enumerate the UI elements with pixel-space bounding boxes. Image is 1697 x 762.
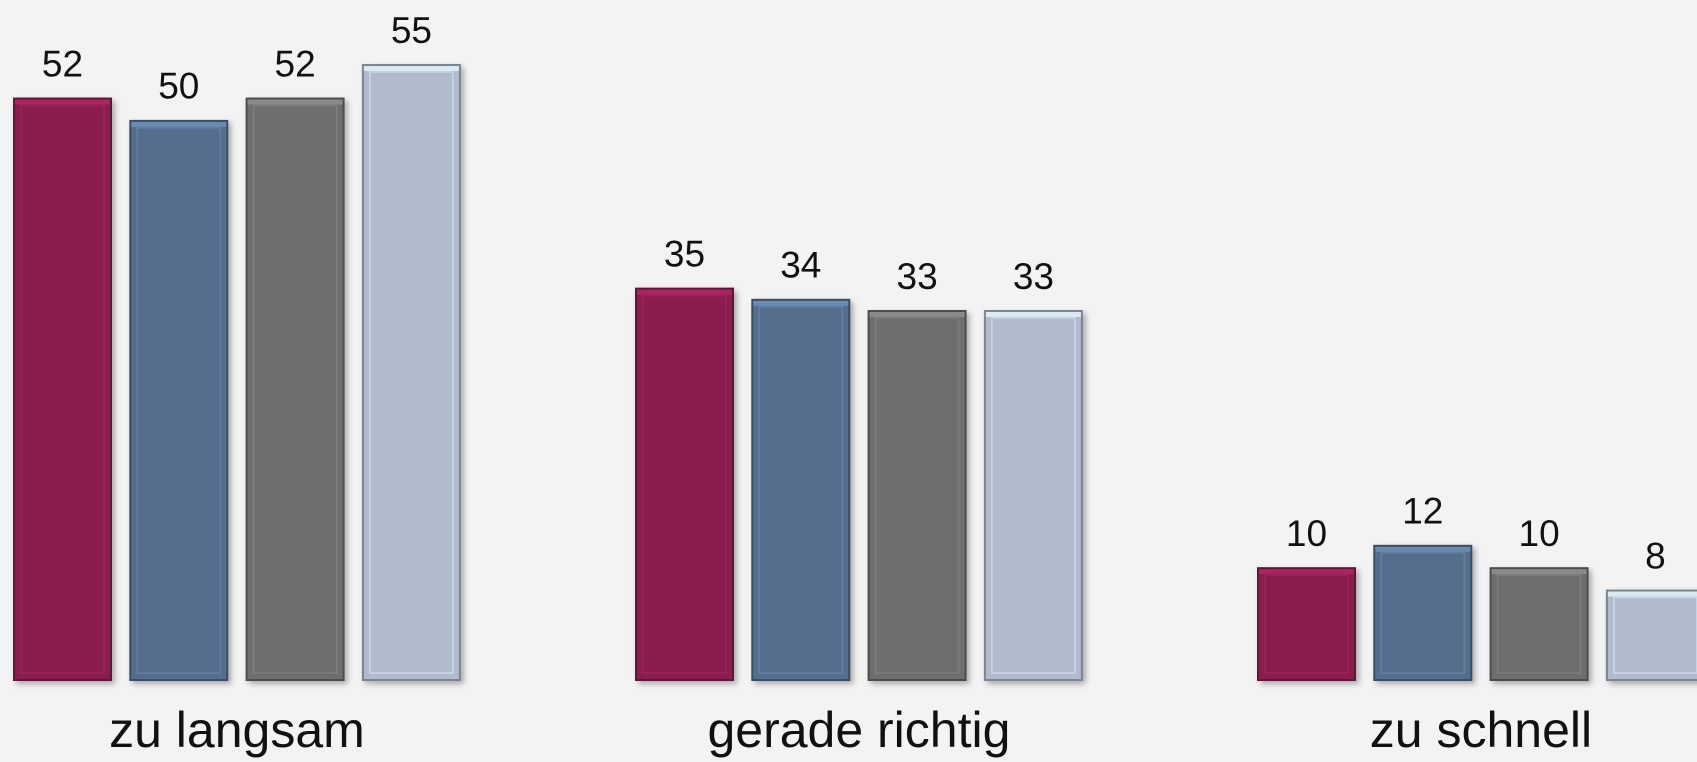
value-label: 12 — [1402, 491, 1443, 532]
bar-bevel — [991, 317, 1076, 674]
value-label: 10 — [1286, 513, 1327, 554]
bar-bevel — [874, 317, 960, 674]
category-label: zu langsam — [109, 702, 365, 758]
bar — [129, 119, 229, 681]
value-label: 55 — [391, 10, 432, 51]
value-label: 34 — [780, 245, 821, 286]
bar-highlight — [1607, 591, 1697, 597]
bar — [13, 97, 112, 681]
bar-highlight — [1375, 546, 1471, 552]
value-label: 8 — [1645, 535, 1666, 576]
value-label: 10 — [1519, 513, 1560, 554]
bar-highlight — [131, 121, 227, 127]
value-label: 33 — [1013, 256, 1054, 297]
value-label: 35 — [664, 233, 705, 274]
bar-highlight — [1491, 569, 1587, 575]
bar-bevel — [1380, 552, 1466, 674]
bar — [361, 64, 461, 681]
bar-bevel — [758, 306, 844, 674]
bar — [1373, 544, 1473, 681]
bar-highlight — [15, 99, 110, 105]
bar — [1489, 567, 1589, 682]
bar-highlight — [985, 312, 1081, 317]
value-label: 33 — [897, 256, 938, 297]
bar-bevel — [252, 104, 338, 674]
value-label: 52 — [42, 43, 83, 84]
bar-highlight — [247, 99, 343, 105]
bar-bevel — [20, 104, 105, 674]
bar-highlight — [753, 300, 849, 306]
value-label: 52 — [275, 43, 316, 84]
bar — [635, 287, 734, 681]
bar — [867, 310, 967, 681]
bar — [245, 97, 345, 681]
bar — [983, 310, 1083, 681]
bar-bevel — [369, 71, 454, 674]
category-label: gerade richtig — [707, 702, 1010, 758]
bar-highlight — [363, 66, 459, 71]
bar — [751, 298, 851, 681]
bar-bevel — [1496, 574, 1582, 674]
bar — [1605, 589, 1697, 682]
bar-highlight — [1259, 569, 1354, 575]
bar-bevel — [642, 294, 727, 674]
bar-highlight — [869, 312, 965, 317]
bar-highlight — [637, 289, 732, 295]
bar — [1257, 567, 1356, 682]
bar-bevel — [1264, 574, 1349, 674]
bar-bevel — [136, 127, 222, 674]
value-label: 50 — [158, 66, 199, 107]
category-label: zu schnell — [1370, 702, 1592, 758]
